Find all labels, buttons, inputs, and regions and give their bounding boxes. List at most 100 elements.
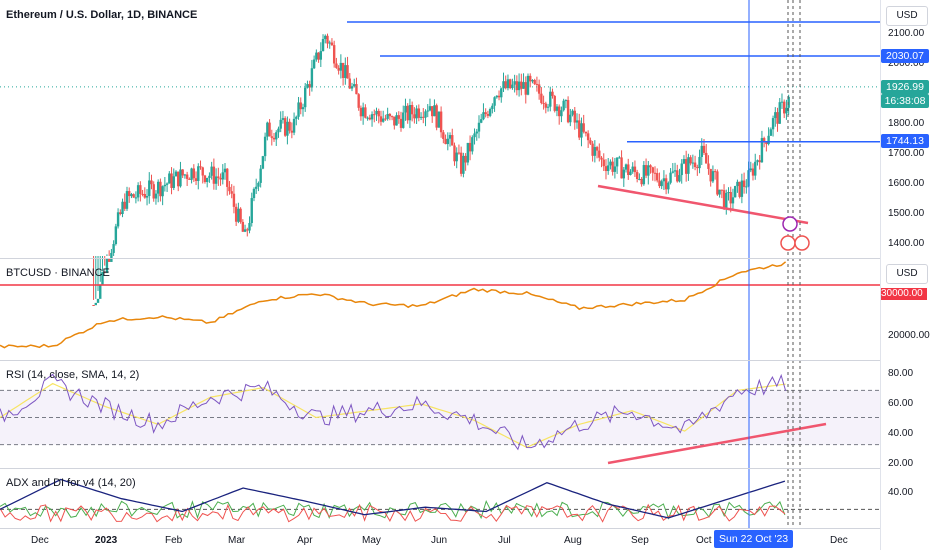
candle-body xyxy=(230,191,233,194)
candle-body xyxy=(660,181,663,187)
time-label: Feb xyxy=(165,535,183,546)
candle-body xyxy=(745,186,748,188)
time-label: Dec xyxy=(830,535,848,546)
adx-plot xyxy=(0,478,880,523)
candle-body xyxy=(618,157,621,159)
candle-body xyxy=(192,168,196,179)
candle-body xyxy=(631,166,634,172)
pane-separator[interactable] xyxy=(0,360,932,361)
candle-body xyxy=(437,111,441,128)
candle-body xyxy=(629,171,632,176)
candle-body xyxy=(145,195,149,198)
time-label: Apr xyxy=(297,535,313,546)
rsi-axis-label: 80.00 xyxy=(888,368,914,379)
candle-body xyxy=(172,176,175,188)
di-plus-line xyxy=(0,499,786,520)
candle-body xyxy=(767,135,770,145)
candle-body xyxy=(477,122,481,132)
eth-downtrend-line xyxy=(597,184,809,225)
level-tag-top: 2030.07 xyxy=(881,49,929,63)
candle-body xyxy=(526,75,530,95)
candle-body xyxy=(620,157,623,179)
candle-body xyxy=(693,162,697,168)
candle-body xyxy=(769,129,773,136)
time-label: 2023 xyxy=(95,535,118,546)
candle-body xyxy=(272,137,276,140)
candle-body xyxy=(141,193,144,195)
pane-separator[interactable] xyxy=(0,468,932,469)
candle-body xyxy=(179,169,182,187)
candle-body xyxy=(326,35,329,44)
candle-body xyxy=(702,145,706,153)
candle-body xyxy=(551,91,554,96)
rsi-band xyxy=(0,390,880,445)
candle-body xyxy=(103,271,106,274)
candle-body xyxy=(152,184,155,199)
candle-body xyxy=(482,112,485,120)
candle-body xyxy=(415,108,418,119)
candle-body xyxy=(410,105,414,115)
candle-body xyxy=(163,184,167,187)
candle-body xyxy=(185,174,189,179)
candle-body xyxy=(384,118,387,120)
candle-body xyxy=(729,192,732,204)
candle-body xyxy=(297,102,300,117)
candle-body xyxy=(223,168,227,173)
candle-body xyxy=(466,142,470,163)
candle-body xyxy=(691,162,695,164)
rsi-pane-title[interactable]: RSI (14, close, SMA, 14, 2) xyxy=(6,369,140,381)
candle-body xyxy=(422,116,425,118)
adx-axis-label: 40.00 xyxy=(888,487,914,498)
candle-body xyxy=(600,157,603,160)
candle-body xyxy=(257,182,260,187)
candle-body xyxy=(381,118,385,122)
candle-body xyxy=(638,178,641,180)
drawing-overlay[interactable] xyxy=(597,0,827,528)
candle-body xyxy=(762,138,766,142)
candle-body xyxy=(154,193,158,199)
candle-body xyxy=(475,131,478,134)
candle-body xyxy=(705,152,708,164)
symbol-title[interactable]: Ethereum / U.S. Dollar, 1D, BINANCE xyxy=(6,9,198,21)
candle-body xyxy=(248,223,251,231)
candle-body xyxy=(604,166,608,172)
adx-pane-title[interactable]: ADX and DI for v4 (14, 20) xyxy=(6,477,136,489)
candle-body xyxy=(758,160,761,163)
candle-body xyxy=(515,81,519,91)
candle-body xyxy=(553,95,556,111)
event-icon xyxy=(782,216,798,232)
time-axis[interactable]: Dec 2023 Feb Mar Apr May Jun Jul Aug Sep… xyxy=(0,528,880,551)
candle-body xyxy=(406,105,409,121)
candle-body xyxy=(506,79,510,89)
candle-body xyxy=(368,117,372,120)
candle-body xyxy=(711,171,715,182)
candle-body xyxy=(393,116,396,126)
candle-body xyxy=(255,186,258,189)
candle-body xyxy=(713,171,717,173)
candle-body xyxy=(94,302,97,306)
candle-body xyxy=(602,159,605,167)
time-label: Sep xyxy=(631,535,649,546)
btc-pane-title[interactable]: BTCUSD · BINANCE xyxy=(6,267,110,279)
candle-body xyxy=(462,155,465,174)
currency-button[interactable]: USD xyxy=(886,6,928,26)
candle-body xyxy=(736,181,739,187)
horizontal-levels[interactable] xyxy=(347,21,880,143)
candle-body xyxy=(174,171,178,177)
candle-body xyxy=(105,258,109,274)
candle-body xyxy=(130,194,133,197)
btc-currency-button[interactable]: USD xyxy=(886,264,928,284)
candle-body xyxy=(707,163,710,169)
candle-body xyxy=(261,156,265,169)
candle-body xyxy=(128,191,131,197)
candle-body xyxy=(468,142,472,152)
candle-body xyxy=(232,193,236,207)
candle-body xyxy=(252,188,256,199)
candle-body xyxy=(459,152,463,174)
candle-body xyxy=(486,114,490,116)
candle-body xyxy=(718,189,721,195)
candle-body xyxy=(339,62,343,71)
rsi-line xyxy=(0,373,787,451)
pane-separator[interactable] xyxy=(0,258,932,259)
